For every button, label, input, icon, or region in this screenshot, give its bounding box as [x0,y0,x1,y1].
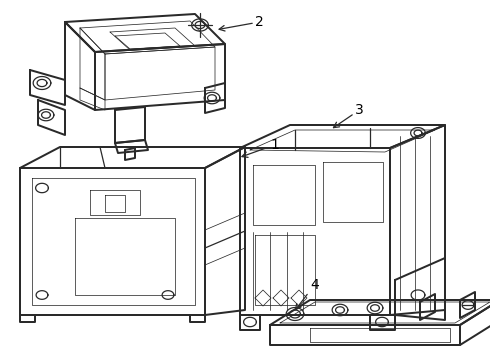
Text: 3: 3 [334,103,364,128]
Text: 1: 1 [242,138,279,157]
Text: 2: 2 [219,15,264,31]
Text: 4: 4 [295,278,319,310]
